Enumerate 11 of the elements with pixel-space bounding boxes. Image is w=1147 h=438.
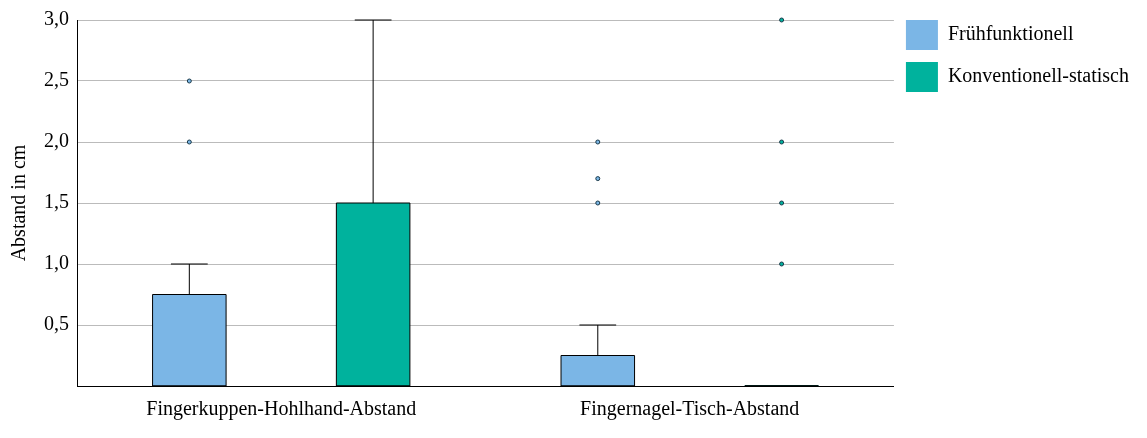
x-tick-label: Fingerkuppen-Hohlhand-Abstand	[146, 397, 417, 421]
y-tick-label: 2,5	[44, 68, 69, 91]
legend-label: Frühfunktionell	[947, 22, 1074, 45]
y-tick-label: 1,5	[44, 190, 69, 213]
y-tick-label: 2,0	[44, 129, 69, 152]
y-tick-label: 3,0	[44, 7, 69, 30]
y-axis-title: Abstand in cm	[7, 144, 30, 262]
y-tick-label: 1,0	[44, 251, 69, 274]
x-tick-label: Fingernagel-Tisch-Abstand	[580, 397, 800, 421]
legend-label: Konventionell-statisch	[947, 64, 1129, 87]
y-tick-label: 0,5	[44, 312, 69, 335]
